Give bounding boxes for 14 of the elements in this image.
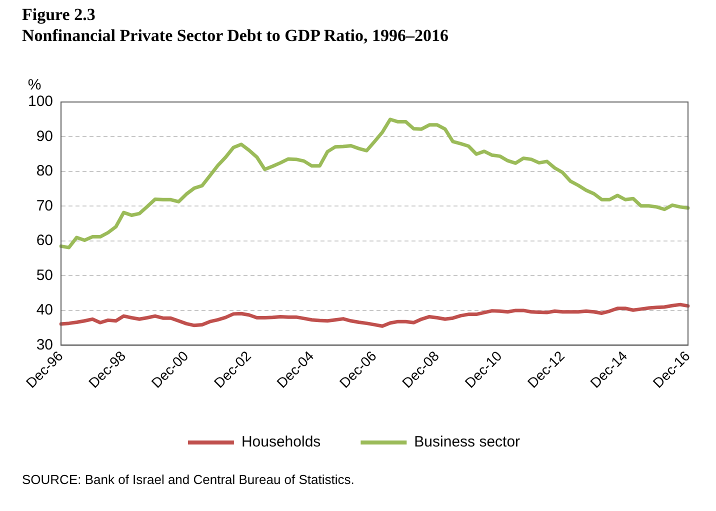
legend-label: Households — [241, 434, 321, 451]
y-axis-title: % — [28, 76, 42, 94]
y-tick-label: 30 — [36, 336, 54, 354]
y-tick-label: 80 — [36, 162, 54, 180]
chart-title: Figure 2.3 — [22, 4, 96, 25]
source-note: SOURCE: Bank of Israel and Central Bureau of Statistics. — [22, 472, 354, 487]
y-tick-label: 70 — [36, 197, 54, 214]
y-tick-label: 60 — [36, 232, 54, 250]
legend-label: Business sector — [414, 434, 520, 451]
y-tick-label: 90 — [36, 128, 54, 145]
y-tick-label: 100 — [28, 93, 54, 110]
y-tick-label: 50 — [36, 266, 54, 284]
y-tick-label: 40 — [36, 302, 54, 319]
chart-subtitle: Nonfinancial Private Sector Debt to GDP Ratio, 1996–2016 — [22, 25, 449, 46]
